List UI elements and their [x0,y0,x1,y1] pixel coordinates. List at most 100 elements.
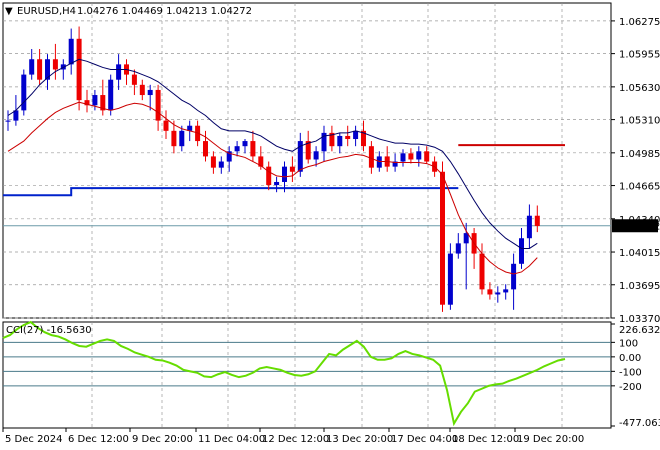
candle [29,49,35,80]
candle [250,130,256,162]
candle [131,69,137,96]
candle [218,156,224,174]
candle [408,148,414,164]
candle-body [455,243,461,254]
candle-body [440,171,445,305]
candle-body [392,161,398,167]
time-tick-label: 5 Dec 2024 [5,434,63,445]
candle-body [155,89,161,121]
current-price-tag-box [612,219,658,233]
candle-body [5,120,11,122]
candle [45,54,50,90]
candle-body [29,59,35,75]
candle [345,125,351,147]
candle-body [289,166,295,172]
cci-tick-label: 0.00 [619,353,641,364]
price-tick-label: 1.05310 [619,116,660,127]
candle-body [84,100,90,106]
candle [361,120,366,152]
candle [100,79,106,116]
candle [495,286,501,303]
candle [92,89,98,111]
moving-average-slow [7,58,538,249]
candle-body [163,120,169,131]
candle [400,149,406,167]
candle [179,125,185,152]
candle-body [479,253,485,290]
price-tick-label: 1.05630 [619,83,660,94]
candle-body [203,141,208,157]
candle-body [266,166,272,186]
candle [84,89,90,113]
candle-body [282,166,287,182]
candle [424,146,430,164]
candle-body [400,153,406,162]
candle-body [519,238,524,264]
candle-body [234,146,240,152]
candle-body [337,135,343,147]
candle-body [353,130,359,140]
collapse-arrow-icon[interactable]: ▼ [5,6,13,17]
candle-body [45,59,50,80]
candle-body [171,130,177,147]
candle [305,130,311,164]
candle-body [187,125,193,131]
candle-body [100,95,106,111]
candle [155,84,161,131]
candle-body [37,59,43,80]
candle [68,28,74,75]
moving-average-fast [7,101,538,275]
candle-body [116,64,122,80]
candle-body [179,130,185,147]
symbol-label: EURUSD,H4 [17,6,76,17]
price-tick-label: 1.06275 [619,17,660,28]
candle [353,125,359,147]
candle [226,146,232,172]
cci-tick-label: -477.063 [619,418,660,429]
candle [274,176,280,193]
candle [447,243,453,310]
candle [266,161,272,191]
candle-body [242,141,248,147]
time-tick-label: 17 Dec 04:00 [391,434,458,445]
time-tick-label: 11 Dec 04:00 [198,434,265,445]
candle-body [329,132,335,147]
candle [416,146,422,167]
candle [526,204,532,249]
cci-levels [3,341,611,387]
candle [534,205,540,233]
candle [313,146,319,167]
candle [337,132,343,154]
candle-body [321,132,327,152]
cci-tick-label: -200 [619,382,642,393]
candle [147,84,153,111]
candle-body [495,292,501,295]
candle-body [147,89,153,96]
time-tick-label: 13 Dec 20:00 [326,434,393,445]
candle [479,243,485,295]
candle [511,253,517,310]
price-tick-label: 1.04985 [619,149,660,160]
time-tick-label: 19 Dec 20:00 [517,434,584,445]
candle-body [447,253,453,305]
candle-body [274,181,280,186]
cci-panel-frame [2,321,612,429]
candle [242,139,248,154]
candle [5,110,11,131]
candle-body [218,161,224,168]
candle [440,161,445,312]
time-tick-label: 9 Dec 20:00 [132,434,193,445]
candle-body [424,151,430,162]
candle-body [52,59,58,70]
candle-body [534,215,540,226]
candle-body [408,153,414,160]
support-level-line [3,187,459,197]
candle [163,110,169,140]
candle [289,156,295,182]
candle-body [68,38,74,65]
candle-body [313,151,319,160]
